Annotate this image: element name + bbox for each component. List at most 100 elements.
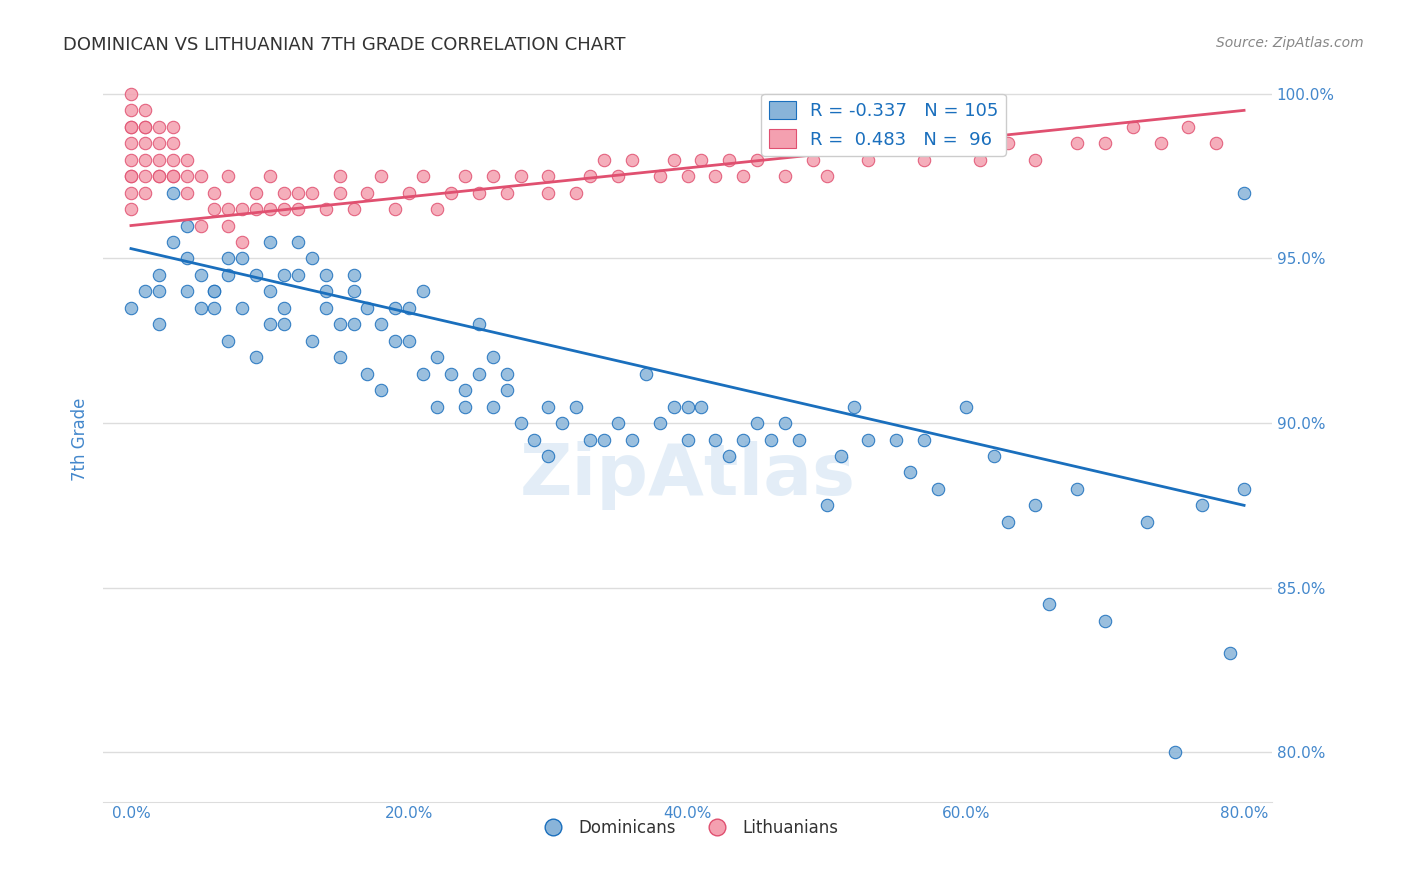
Point [607,416,630,430]
Point [134,169,156,184]
Point [134,186,156,200]
Point [815,169,838,184]
Point [773,416,796,430]
Point [454,400,477,414]
Point [342,268,364,282]
Point [718,153,741,167]
Point [176,219,198,233]
Point [134,285,156,299]
Point [537,169,560,184]
Point [329,318,352,332]
Point [204,285,226,299]
Point [120,202,142,216]
Point [370,383,392,397]
Point [162,186,184,200]
Point [273,202,295,216]
Point [120,103,142,118]
Point [204,285,226,299]
Point [662,400,685,414]
Point [217,202,239,216]
Point [537,400,560,414]
Point [134,136,156,151]
Point [162,169,184,184]
Text: Source: ZipAtlas.com: Source: ZipAtlas.com [1216,36,1364,50]
Point [245,268,267,282]
Point [468,186,491,200]
Point [997,515,1019,529]
Point [941,136,963,151]
Point [607,169,630,184]
Point [120,136,142,151]
Point [481,169,503,184]
Point [245,186,267,200]
Point [259,235,281,249]
Point [426,350,449,364]
Point [481,350,503,364]
Point [176,169,198,184]
Point [690,153,713,167]
Point [955,400,977,414]
Point [148,268,170,282]
Point [134,153,156,167]
Point [997,136,1019,151]
Point [468,367,491,381]
Point [148,169,170,184]
Point [315,285,337,299]
Point [273,268,295,282]
Point [927,482,949,496]
Point [912,433,935,447]
Point [148,169,170,184]
Point [495,383,517,397]
Point [148,318,170,332]
Point [858,433,880,447]
Point [120,120,142,134]
Point [495,367,517,381]
Point [217,169,239,184]
Point [773,169,796,184]
Point [287,235,309,249]
Point [342,202,364,216]
Point [733,433,755,447]
Point [231,252,253,266]
Point [1177,120,1199,134]
Point [120,301,142,315]
Point [745,153,768,167]
Point [315,202,337,216]
Point [342,318,364,332]
Point [384,301,406,315]
Point [176,153,198,167]
Point [912,153,935,167]
Point [830,449,852,463]
Point [148,136,170,151]
Point [718,449,741,463]
Point [384,334,406,348]
Point [217,252,239,266]
Point [733,169,755,184]
Point [287,268,309,282]
Point [898,466,921,480]
Point [844,400,866,414]
Point [1024,499,1046,513]
Point [273,318,295,332]
Point [134,120,156,134]
Point [969,153,991,167]
Point [315,301,337,315]
Point [370,318,392,332]
Point [162,120,184,134]
Point [440,367,463,381]
Point [593,153,616,167]
Point [426,400,449,414]
Point [1205,136,1227,151]
Point [676,169,699,184]
Point [356,186,378,200]
Point [1066,482,1088,496]
Point [579,433,602,447]
Point [370,169,392,184]
Point [801,153,824,167]
Point [676,433,699,447]
Text: ZipAtlas: ZipAtlas [519,442,855,510]
Point [648,169,671,184]
Point [1066,136,1088,151]
Point [1136,515,1159,529]
Point [315,268,337,282]
